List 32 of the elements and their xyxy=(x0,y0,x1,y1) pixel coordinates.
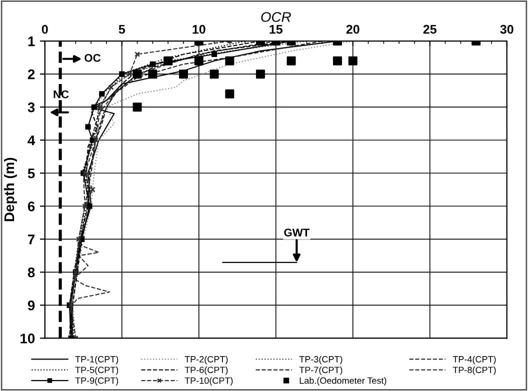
y-tick-label: 7 xyxy=(28,234,35,244)
legend-label: TP-2(CPT) xyxy=(184,356,228,364)
y-tick-label: 9 xyxy=(28,300,35,310)
x-tick-label: 10 xyxy=(192,24,206,34)
y-tick-label: 2 xyxy=(28,69,35,80)
legend-label: TP-8(CPT) xyxy=(452,366,496,375)
x-tick-label: 15 xyxy=(270,25,282,34)
y-tick-label: 8 xyxy=(28,268,35,278)
legend-label: TP-3(CPT) xyxy=(299,356,342,364)
legend-label: TP-9(CPT) xyxy=(75,377,118,386)
x-tick-label: 30 xyxy=(500,24,514,34)
y-tick-label: 10 xyxy=(20,334,35,344)
legend-label: TP-5(CPT) xyxy=(75,366,118,375)
annotation: GWT xyxy=(284,228,310,236)
legend-label: TP-7(CPT) xyxy=(299,366,342,375)
y-tick-label: 6 xyxy=(28,201,35,212)
legend-label: TP-1(CPT) xyxy=(75,356,118,364)
legend-label: TP-10(CPT) xyxy=(184,377,233,386)
y-tick-label: 4 xyxy=(28,136,36,146)
legend-label: TP-6(CPT) xyxy=(184,366,228,375)
x-tick-label: 0 xyxy=(42,24,48,34)
x-axis-title: OCR xyxy=(261,12,291,22)
x-tick-label: 25 xyxy=(423,24,436,34)
legend-label: TP-4(CPT) xyxy=(452,356,496,364)
x-tick-label: 20 xyxy=(346,24,360,34)
legend-label: Lab.(Oedometer Test) xyxy=(300,377,386,386)
y-axis-title: Depth (m) xyxy=(4,158,17,222)
annotation: OC xyxy=(84,54,101,62)
y-tick-label: 5 xyxy=(28,168,35,178)
y-tick-label: 3 xyxy=(28,102,35,112)
x-tick-label: 5 xyxy=(118,25,126,34)
y-tick-label: 1 xyxy=(28,36,35,46)
